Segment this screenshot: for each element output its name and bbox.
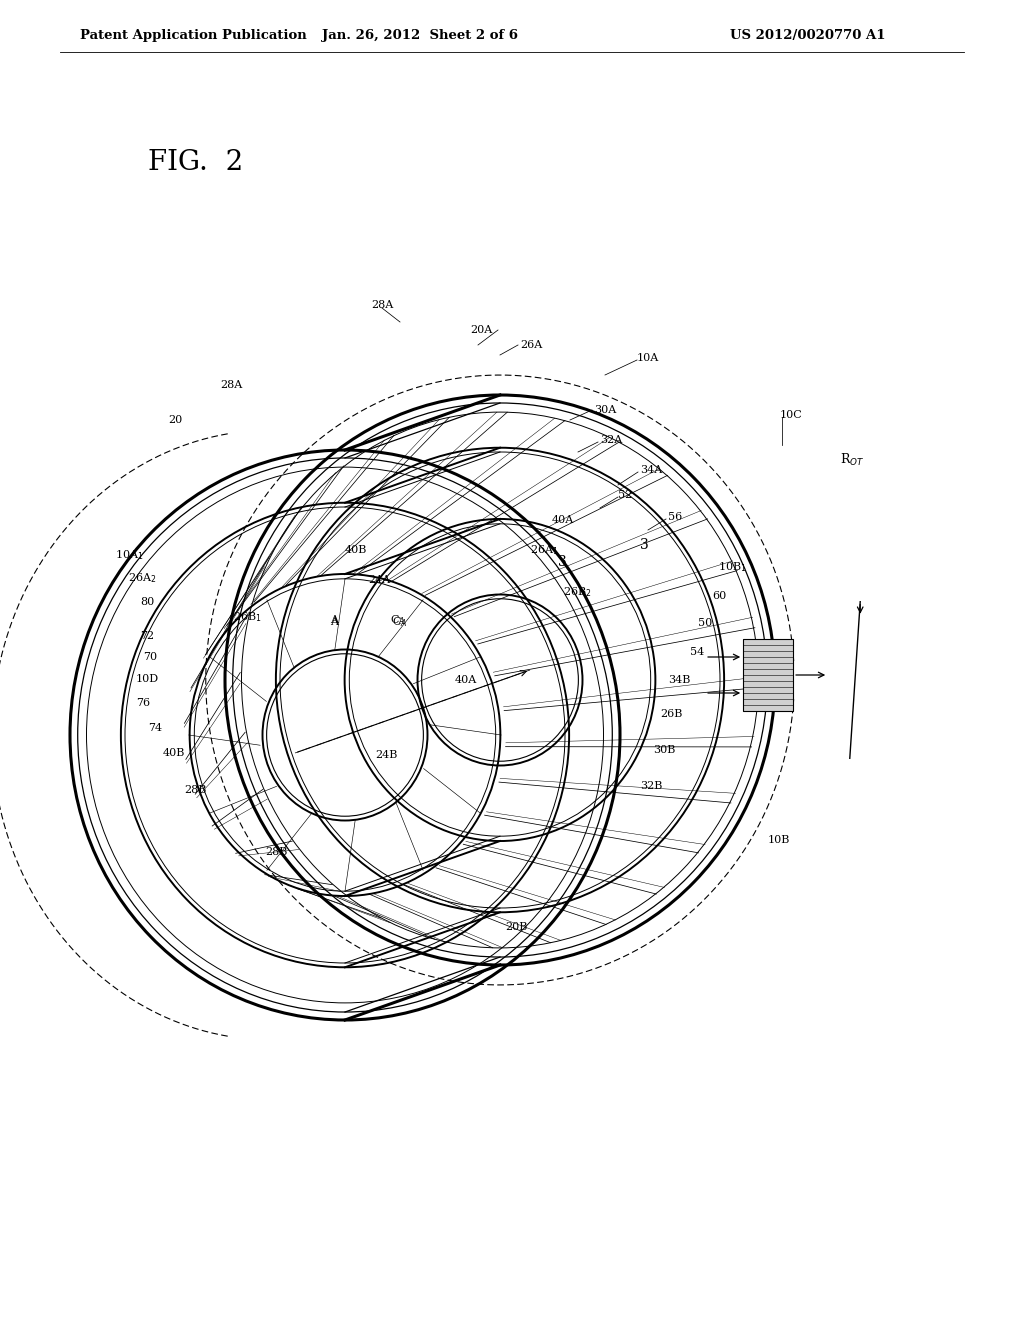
Text: 76: 76 [136, 698, 151, 708]
Text: 34A: 34A [640, 465, 663, 475]
Text: 40B: 40B [345, 545, 368, 554]
Text: 32A: 32A [600, 436, 623, 445]
Text: 3: 3 [558, 554, 566, 569]
Text: 28B: 28B [265, 847, 288, 857]
Text: 26B$_1$: 26B$_1$ [233, 610, 262, 624]
Text: 80: 80 [140, 597, 155, 607]
Text: 52: 52 [618, 490, 632, 500]
Text: 10A$_1$: 10A$_1$ [115, 548, 143, 562]
Text: 10A: 10A [637, 352, 659, 363]
Text: 20: 20 [168, 414, 182, 425]
Text: 26A: 26A [520, 341, 543, 350]
Text: 40A: 40A [455, 675, 477, 685]
Text: 10B$_1$: 10B$_1$ [718, 560, 746, 574]
Text: Patent Application Publication: Patent Application Publication [80, 29, 307, 41]
Text: 20B: 20B [505, 921, 527, 932]
Text: 72: 72 [140, 631, 155, 642]
Text: 24A: 24A [368, 576, 390, 585]
Text: 40A: 40A [552, 515, 574, 525]
Text: US 2012/0020770 A1: US 2012/0020770 A1 [730, 29, 886, 41]
Text: 26B: 26B [660, 709, 682, 719]
Text: 28A: 28A [371, 300, 393, 310]
Text: 24B: 24B [375, 750, 397, 760]
Text: A: A [330, 616, 338, 627]
Text: 26A$_2$: 26A$_2$ [128, 572, 157, 585]
Text: 10D: 10D [136, 675, 159, 684]
Text: 26B$_2$: 26B$_2$ [563, 585, 592, 599]
Text: 40B: 40B [163, 748, 185, 758]
Text: 30B: 30B [653, 744, 676, 755]
Text: Jan. 26, 2012  Sheet 2 of 6: Jan. 26, 2012 Sheet 2 of 6 [322, 29, 518, 41]
Text: C$_A$: C$_A$ [390, 612, 406, 627]
Text: 50: 50 [698, 618, 713, 628]
Text: R$_{OT}$: R$_{OT}$ [840, 451, 864, 469]
Bar [743, 639, 794, 711]
Text: 32B: 32B [640, 781, 663, 791]
Text: 30A: 30A [594, 405, 616, 414]
Text: 60: 60 [712, 591, 726, 601]
Text: 74: 74 [148, 723, 162, 733]
Text: 10B: 10B [768, 836, 791, 845]
Text: 3: 3 [640, 539, 649, 552]
Text: 34B: 34B [668, 675, 690, 685]
Text: C$_A$: C$_A$ [392, 615, 408, 628]
Text: A: A [330, 615, 338, 624]
Text: 54: 54 [690, 647, 705, 657]
Text: 28A: 28A [220, 380, 243, 389]
Text: FIG.  2: FIG. 2 [148, 149, 244, 176]
Text: 10C: 10C [780, 411, 803, 420]
Text: 56: 56 [668, 512, 682, 521]
Text: 26A$_1$: 26A$_1$ [530, 543, 558, 557]
Text: 20A: 20A [470, 325, 493, 335]
Text: 70: 70 [143, 652, 157, 663]
Text: 28B: 28B [184, 785, 207, 795]
